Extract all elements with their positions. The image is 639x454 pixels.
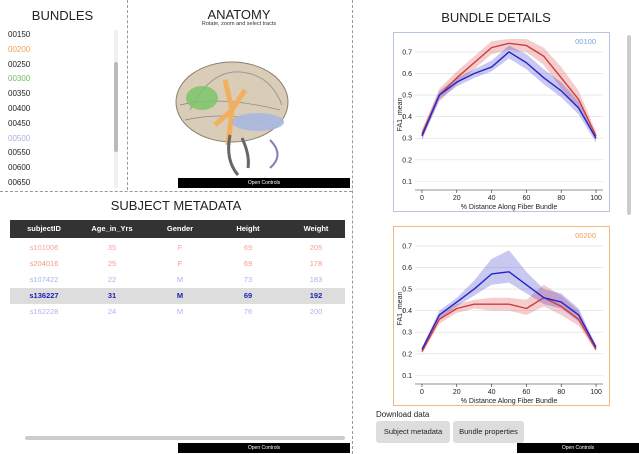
table-cell: 69: [214, 256, 282, 272]
bundle-item[interactable]: 00250: [8, 60, 30, 69]
confidence-band: [422, 45, 596, 142]
bundle-item[interactable]: 00450: [8, 119, 30, 128]
x-tick-label: 100: [590, 195, 602, 202]
anatomy-title: ANATOMY: [128, 7, 350, 22]
open-controls[interactable]: Open Controls: [178, 443, 350, 453]
y-tick-label: 0.1: [402, 373, 412, 380]
header-cell: Weight: [282, 221, 345, 237]
anatomy-subtitle: Rotate, zoom and select tracts: [128, 21, 350, 27]
y-tick-label: 0.6: [402, 265, 412, 272]
x-tick-label: 40: [488, 195, 496, 202]
table-cell: s136227: [10, 288, 78, 304]
details-title: BUNDLE DETAILS: [353, 10, 639, 25]
x-tick-label: 80: [557, 195, 565, 202]
download-label: Download data: [376, 410, 429, 419]
y-tick-label: 0.3: [402, 136, 412, 143]
bundle-item[interactable]: 00350: [8, 89, 30, 98]
table-cell: 35: [78, 240, 146, 256]
bundle-item[interactable]: 00200: [8, 45, 30, 54]
table-cell: 22: [78, 272, 146, 288]
bundle-item[interactable]: 00500: [8, 134, 30, 143]
y-tick-label: 0.2: [402, 351, 412, 358]
divider: [0, 191, 352, 192]
x-tick-label: 80: [557, 389, 565, 396]
x-axis-label: % Distance Along Fiber Bundle: [461, 398, 558, 405]
x-tick-label: 20: [453, 195, 461, 202]
bundle-item[interactable]: 00600: [8, 163, 30, 172]
x-tick-label: 60: [523, 389, 531, 396]
x-axis-label: % Distance Along Fiber Bundle: [461, 204, 558, 211]
bundle-label: 00200: [575, 231, 596, 240]
divider: [352, 0, 353, 454]
scrollbar[interactable]: [627, 35, 631, 215]
x-tick-label: 100: [590, 389, 602, 396]
y-tick-label: 0.7: [402, 49, 412, 56]
bundle-item[interactable]: 00300: [8, 74, 30, 83]
x-tick-label: 60: [523, 195, 531, 202]
confidence-band: [422, 285, 596, 354]
header-cell: Age_in_Yrs: [78, 221, 146, 237]
open-controls[interactable]: Open Controls: [517, 443, 639, 453]
table-cell: 183: [282, 272, 345, 288]
table-cell: 200: [282, 304, 345, 320]
bundle-item[interactable]: 00150: [8, 30, 30, 39]
table-cell: 76: [214, 304, 282, 320]
table-cell: M: [146, 288, 214, 304]
x-tick-label: 0: [420, 389, 424, 396]
table-cell: 69: [214, 240, 282, 256]
table-cell: 25: [78, 256, 146, 272]
subject-metadata-button[interactable]: Subject metadata: [376, 421, 450, 443]
table-cell: M: [146, 304, 214, 320]
bundle-item[interactable]: 00550: [8, 148, 30, 157]
metadata-title: SUBJECT METADATA: [0, 198, 352, 213]
bundle-list: 00150 00200 00250 00300 00350 00400 00450 00500…: [0, 0, 125, 190]
table-cell: 192: [282, 288, 345, 304]
header-cell: subjectID: [10, 221, 78, 237]
table-cell: s101006: [10, 240, 78, 256]
table-cell: 31: [78, 288, 146, 304]
y-axis-label: FA1_mean: [397, 291, 404, 325]
bundle-properties-button[interactable]: Bundle properties: [453, 421, 524, 443]
y-axis-label: FA1_mean: [397, 97, 404, 131]
brain-image[interactable]: [170, 50, 290, 180]
table-cell: 24: [78, 304, 146, 320]
bundle-item[interactable]: 00650: [8, 178, 30, 187]
header-cell: Height: [214, 221, 282, 237]
y-tick-label: 0.3: [402, 330, 412, 337]
table-cell: 178: [282, 256, 345, 272]
table-cell: s162228: [10, 304, 78, 320]
page: BUNDLES 00150002000025000300003500040000…: [0, 0, 639, 454]
y-tick-label: 0.1: [402, 179, 412, 186]
bundle-label: 00100: [575, 37, 596, 46]
open-controls[interactable]: Open Controls: [178, 178, 350, 188]
x-tick-label: 0: [420, 195, 424, 202]
divider: [127, 0, 128, 190]
table-cell: F: [146, 240, 214, 256]
y-tick-label: 0.7: [402, 243, 412, 250]
y-tick-label: 0.6: [402, 71, 412, 78]
bundle-item[interactable]: 00400: [8, 104, 30, 113]
h-scrollbar[interactable]: [25, 436, 345, 440]
table-cell: s204016: [10, 256, 78, 272]
scrollbar[interactable]: [114, 62, 118, 152]
table-cell: 205: [282, 240, 345, 256]
x-tick-label: 20: [453, 389, 461, 396]
table-cell: s107422: [10, 272, 78, 288]
y-tick-label: 0.2: [402, 157, 412, 164]
header-cell: Gender: [146, 221, 214, 237]
table-cell: F: [146, 256, 214, 272]
table-cell: M: [146, 272, 214, 288]
table-cell: 73: [214, 272, 282, 288]
x-tick-label: 40: [488, 389, 496, 396]
table-cell: 69: [214, 288, 282, 304]
